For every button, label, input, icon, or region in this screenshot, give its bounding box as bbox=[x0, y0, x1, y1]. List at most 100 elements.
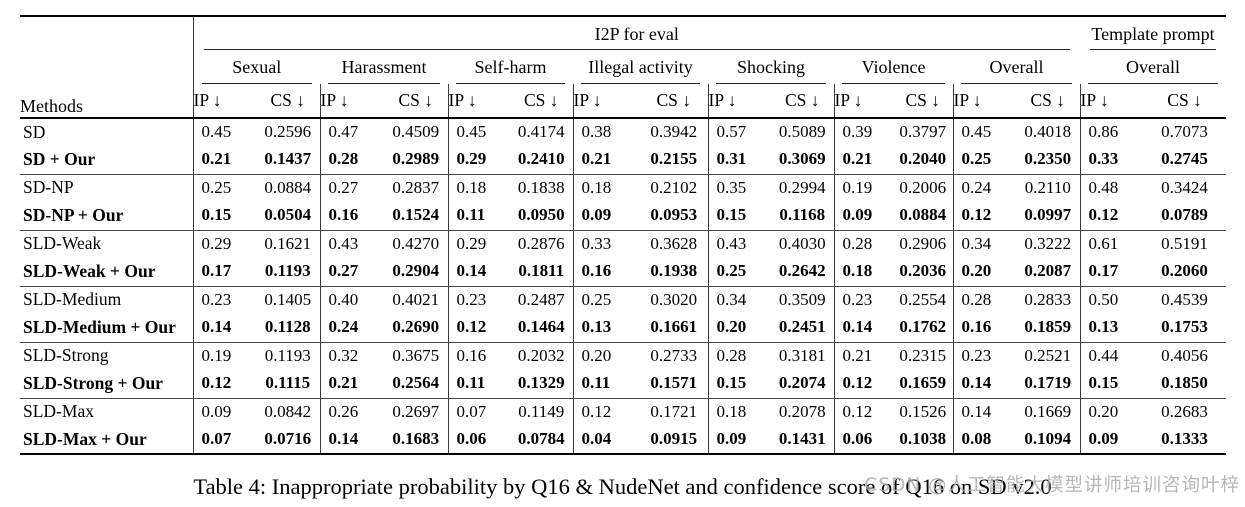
value-cell: 0.18 bbox=[572, 173, 640, 202]
value-cell: 0.27 bbox=[319, 173, 384, 202]
value-cell: 0.2110 bbox=[1016, 173, 1081, 202]
template-prompt-group-label: Template prompt bbox=[1090, 24, 1217, 50]
value-cell: 0.2060 bbox=[1161, 261, 1208, 281]
value-cell: 0.17 bbox=[1079, 258, 1144, 286]
value-cell: 0.2697 bbox=[384, 397, 448, 426]
value-cell: 0.2690 bbox=[392, 317, 440, 337]
value-cell: 0.0997 bbox=[1024, 205, 1072, 225]
value-cell: 0.12 bbox=[447, 314, 510, 342]
value-cell: 0.1149 bbox=[510, 397, 573, 426]
illegal-activity-cs-header: CS ↓ bbox=[640, 84, 708, 119]
value-cell: 0.16 bbox=[447, 341, 510, 370]
value-cell: 0.29 bbox=[193, 229, 256, 258]
value-cell: 0.1721 bbox=[640, 397, 708, 426]
value-cell: 0.24 bbox=[952, 173, 1016, 202]
value-cell: 0.20 bbox=[707, 314, 771, 342]
value-cell: 0.1719 bbox=[1024, 373, 1072, 393]
value-cell: 0.1333 bbox=[1161, 429, 1208, 448]
value-cell: 0.11 bbox=[447, 370, 510, 398]
value-cell: 0.2087 bbox=[1024, 261, 1072, 281]
value-cell: 0.2006 bbox=[893, 173, 953, 202]
value-cell: 0.14 bbox=[952, 370, 1016, 398]
value-cell: 0.1431 bbox=[778, 429, 826, 448]
value-cell: 0.2564 bbox=[392, 373, 440, 393]
value-cell: 0.47 bbox=[319, 118, 384, 146]
value-cell: 0.2733 bbox=[640, 341, 708, 370]
value-cell: 0.16 bbox=[952, 314, 1016, 342]
value-cell: 0.21 bbox=[319, 370, 384, 398]
value-cell: 0.7073 bbox=[1161, 122, 1208, 141]
value-cell: 0.15 bbox=[1079, 370, 1144, 398]
value-cell: 0.1524 bbox=[392, 205, 440, 225]
value-cell: 0.20 bbox=[1079, 397, 1144, 426]
value-cell: 0.1938 bbox=[650, 261, 698, 281]
value-cell: 0.1838 bbox=[510, 173, 573, 202]
value-cell: 0.3069 bbox=[778, 149, 826, 169]
value-cell: 0.1094 bbox=[1024, 429, 1072, 448]
value-cell: 0.45 bbox=[447, 118, 510, 146]
value-cell: 0.15 bbox=[201, 205, 232, 225]
value-cell: 0.2074 bbox=[778, 373, 826, 393]
value-cell: 0.2876 bbox=[510, 229, 573, 258]
value-cell: 0.5089 bbox=[778, 122, 826, 141]
value-cell: 0.1526 bbox=[893, 397, 953, 426]
value-cell: 0.0716 bbox=[264, 429, 312, 448]
table-row: SD-NP 0.25 0.0884 0.27 0.2837 0.18 0.1838 0.18 0… bbox=[20, 173, 1227, 202]
overall-ip-header: IP ↓ bbox=[1079, 84, 1144, 119]
category-header-illegal-activity-3: Illegal activity bbox=[573, 50, 708, 84]
method-cell: SLD-Medium + Our bbox=[20, 314, 194, 342]
value-cell: 0.23 bbox=[447, 285, 510, 314]
value-cell: 0.1859 bbox=[1024, 317, 1072, 337]
value-cell: 0.1329 bbox=[517, 373, 565, 393]
value-cell: 0.40 bbox=[319, 285, 384, 314]
value-cell: 0.4018 bbox=[1024, 122, 1072, 141]
value-cell: 0.3020 bbox=[640, 285, 708, 314]
value-cell: 0.2032 bbox=[510, 341, 573, 370]
value-cell: 0.86 bbox=[1079, 118, 1144, 146]
category-label: Harassment bbox=[328, 57, 440, 84]
value-cell: 0.3222 bbox=[1016, 229, 1081, 258]
value-cell: 0.18 bbox=[707, 397, 771, 426]
value-cell: 0.21 bbox=[201, 149, 232, 169]
value-cell: 0.1762 bbox=[899, 317, 947, 337]
value-cell: 0.09 bbox=[572, 202, 640, 230]
value-cell: 0.3942 bbox=[650, 122, 698, 141]
value-cell: 0.11 bbox=[572, 370, 640, 398]
overall-ip-header: IP ↓ bbox=[952, 84, 1016, 119]
table-row: SLD-Strong 0.19 0.1193 0.32 0.3675 0.16 0.2032… bbox=[20, 341, 1227, 370]
value-cell: 0.09 bbox=[833, 202, 893, 230]
value-cell: 0.39 bbox=[833, 118, 893, 146]
method-cell: SLD-Weak bbox=[20, 229, 194, 258]
harassment-ip-header: IP ↓ bbox=[319, 84, 384, 119]
table-body: SD 0.45 0.2596 0.47 0.4509 0.45 0.4174 0.38 0.39… bbox=[20, 118, 1227, 454]
value-cell: 0.16 bbox=[572, 258, 640, 286]
value-cell: 0.1193 bbox=[256, 341, 320, 370]
category-header-shocking-4: Shocking bbox=[708, 50, 834, 84]
sexual-ip-header: IP ↓ bbox=[193, 84, 256, 119]
value-cell: 0.2989 bbox=[392, 149, 440, 169]
method-cell: SLD-Max + Our bbox=[20, 426, 194, 454]
value-cell: 0.3509 bbox=[771, 285, 834, 314]
value-cell: 0.1683 bbox=[392, 429, 440, 448]
shocking-cs-header: CS ↓ bbox=[771, 84, 834, 119]
results-table: Methods I2P for eval Template prompt Sex… bbox=[20, 15, 1227, 455]
category-header-harassment-1: Harassment bbox=[320, 50, 448, 84]
method-cell: SD-NP + Our bbox=[20, 202, 194, 230]
value-cell: 0.32 bbox=[319, 341, 384, 370]
value-cell: 0.4270 bbox=[384, 229, 448, 258]
value-cell: 0.26 bbox=[319, 397, 384, 426]
value-cell: 0.25 bbox=[193, 173, 256, 202]
value-cell: 0.23 bbox=[952, 341, 1016, 370]
value-cell: 0.34 bbox=[952, 229, 1016, 258]
method-cell: SLD-Weak + Our bbox=[20, 258, 194, 286]
violence-ip-header: IP ↓ bbox=[833, 84, 893, 119]
value-cell: 0.21 bbox=[833, 146, 893, 174]
value-cell: 0.12 bbox=[833, 370, 893, 398]
value-cell: 0.20 bbox=[952, 258, 1016, 286]
value-cell: 0.2554 bbox=[893, 285, 953, 314]
value-cell: 0.12 bbox=[1079, 202, 1144, 230]
value-cell: 0.15 bbox=[707, 202, 771, 230]
value-cell: 0.29 bbox=[447, 146, 510, 174]
category-label: Violence bbox=[842, 57, 945, 84]
